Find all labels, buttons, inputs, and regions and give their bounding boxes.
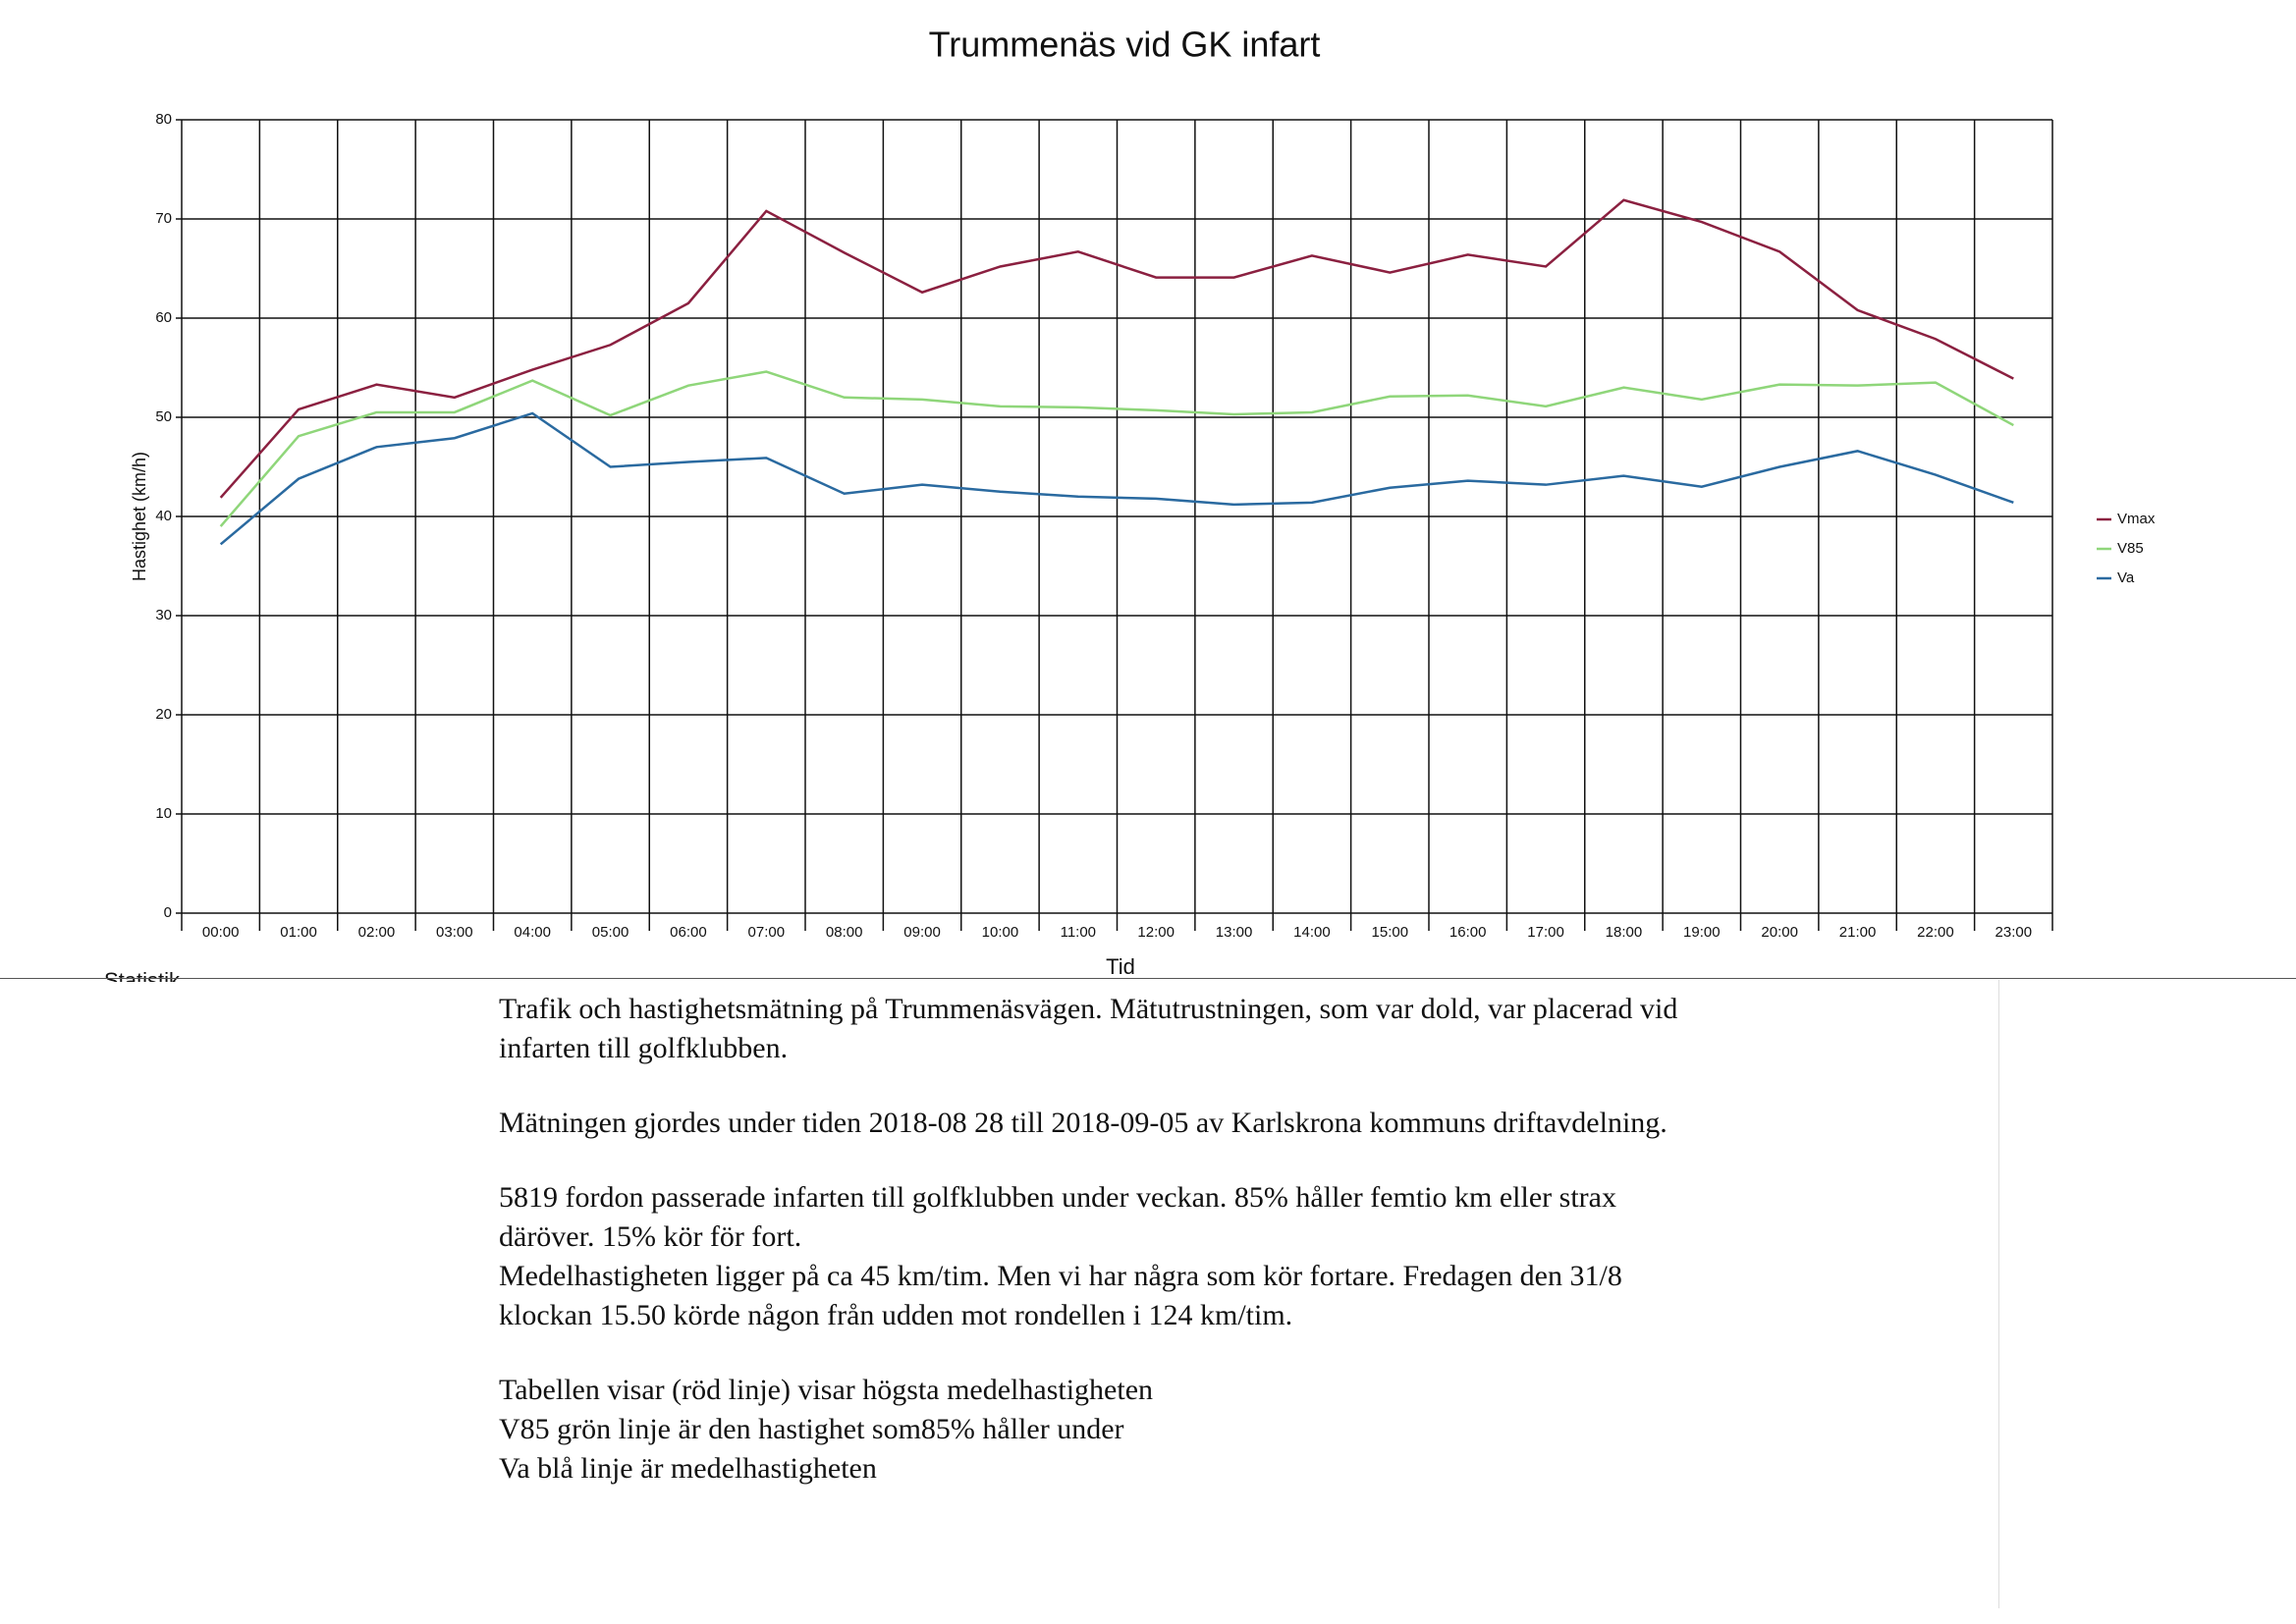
x-axis-label: Tid — [1106, 954, 1135, 979]
scan-edge — [1998, 980, 1999, 1608]
x-tick-label: 14:00 — [1293, 924, 1331, 941]
separator — [0, 978, 2296, 979]
legend-label: V85 — [2117, 540, 2144, 557]
y-tick-label: 40 — [155, 508, 172, 524]
text-line: 5819 fordon passerade infarten till golf… — [499, 1181, 1616, 1214]
text-line: Tabellen visar (röd linje) visar högsta … — [499, 1374, 1154, 1406]
x-tick-label: 06:00 — [670, 924, 707, 941]
x-tick-label: 11:00 — [1061, 924, 1096, 941]
series-line — [219, 411, 2014, 546]
x-tick-label: 16:00 — [1449, 924, 1487, 941]
y-tick-label: 70 — [155, 210, 172, 227]
x-tick-label: 19:00 — [1683, 924, 1721, 941]
section-label: Statistik — [104, 968, 181, 982]
series-line — [219, 370, 2014, 527]
paragraph: Trafik och hastighetsmätning på Trummenä… — [499, 990, 1972, 1068]
legend-label: Va — [2117, 569, 2135, 586]
series-line — [219, 198, 2014, 499]
x-tick-label: 20:00 — [1761, 924, 1798, 941]
x-tick-label: 22:00 — [1917, 924, 1954, 941]
chart: Trummenäs vid GK infart Hastighet (km/h)… — [104, 25, 2156, 982]
legend-label: Vmax — [2117, 511, 2156, 527]
chart-title: Trummenäs vid GK infart — [929, 25, 1321, 65]
x-tick-label: 08:00 — [826, 924, 863, 941]
y-tick-label: 60 — [155, 309, 172, 326]
text-line: Mätningen gjordes under tiden 2018-08 28… — [499, 1107, 1667, 1139]
text-line: V85 grön linje är den hastighet som85% h… — [499, 1413, 1124, 1445]
x-tick-label: 03:00 — [436, 924, 473, 941]
x-tick-label: 00:00 — [202, 924, 240, 941]
x-tick-label: 21:00 — [1839, 924, 1877, 941]
y-tick-label: 50 — [155, 408, 172, 425]
x-tick-label: 02:00 — [358, 924, 396, 941]
y-tick-label: 80 — [155, 111, 172, 128]
document-text: Trafik och hastighetsmätning på Trummenä… — [499, 990, 1972, 1524]
y-tick-label: 0 — [164, 904, 172, 921]
text-line: infarten till golfklubben. — [499, 1032, 789, 1064]
x-tick-label: 10:00 — [982, 924, 1019, 941]
x-tick-label: 04:00 — [514, 924, 551, 941]
y-tick-label: 10 — [155, 805, 172, 822]
paragraph: Tabellen visar (röd linje) visar högsta … — [499, 1371, 1972, 1489]
paragraph: Mätningen gjordes under tiden 2018-08 28… — [499, 1104, 1972, 1143]
x-tick-label: 07:00 — [748, 924, 786, 941]
paragraph: 5819 fordon passerade infarten till golf… — [499, 1178, 1972, 1335]
text-line: Va blå linje är medelhastigheten — [499, 1452, 877, 1485]
y-tick-label: 20 — [155, 706, 172, 723]
y-tick-label: 30 — [155, 607, 172, 623]
text-line: däröver. 15% kör för fort. — [499, 1220, 802, 1253]
x-tick-label: 18:00 — [1606, 924, 1643, 941]
x-tick-label: 13:00 — [1216, 924, 1253, 941]
text-line: Trafik och hastighetsmätning på Trummenä… — [499, 993, 1678, 1025]
text-line: Medelhastigheten ligger på ca 45 km/tim.… — [499, 1260, 1622, 1292]
x-tick-label: 15:00 — [1372, 924, 1409, 941]
x-tick-label: 12:00 — [1137, 924, 1175, 941]
x-tick-label: 05:00 — [592, 924, 629, 941]
x-tick-label: 01:00 — [280, 924, 317, 941]
y-axis-label: Hastighet (km/h) — [130, 452, 149, 581]
x-tick-label: 09:00 — [903, 924, 941, 941]
x-tick-label: 23:00 — [1995, 924, 2033, 941]
text-line: klockan 15.50 körde någon från udden mot… — [499, 1299, 1293, 1331]
x-tick-label: 17:00 — [1527, 924, 1564, 941]
